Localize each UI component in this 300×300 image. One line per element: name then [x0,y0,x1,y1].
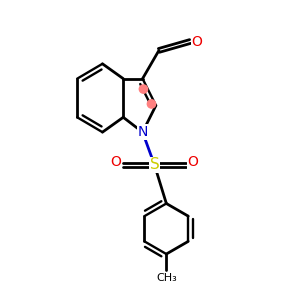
Text: CH₃: CH₃ [156,273,177,283]
Text: O: O [191,34,202,49]
Text: N: N [137,125,148,139]
Circle shape [139,85,148,93]
Text: O: O [188,155,199,169]
Text: O: O [110,155,121,169]
Text: S: S [150,158,159,172]
Circle shape [147,100,156,108]
